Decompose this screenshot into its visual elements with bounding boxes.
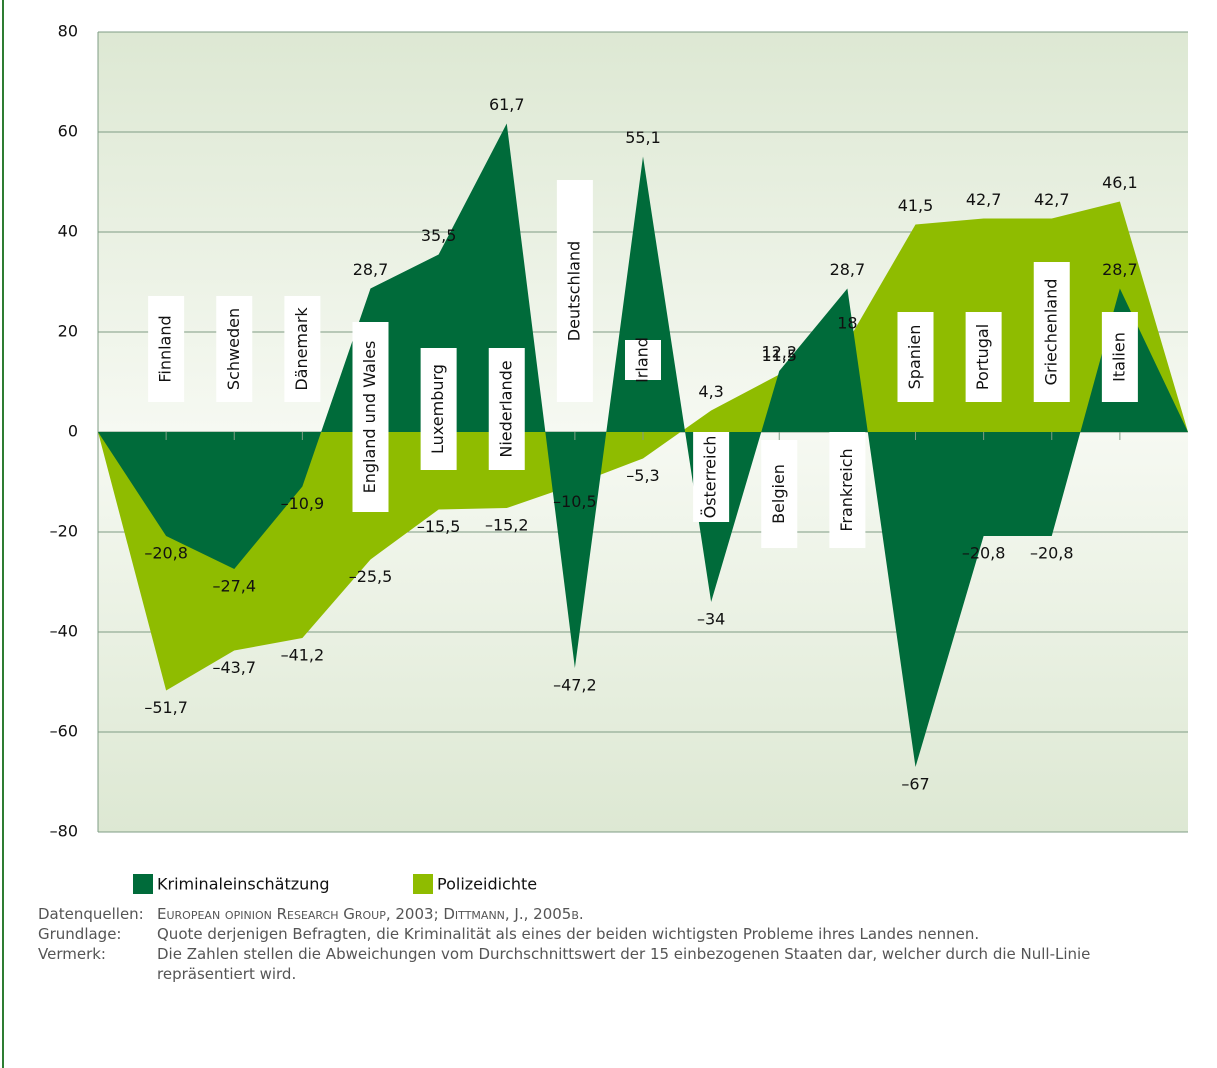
label-box [148,296,185,402]
data-label: –15,5 [417,517,461,536]
category-label: Österreich [701,436,720,519]
category-label: England und Wales [360,341,379,494]
data-label: –10,5 [553,492,597,511]
label-box [284,296,321,402]
y-tick-label: –80 [50,822,78,841]
category-label: Deutschland [564,241,583,341]
note-label: Vermerk: [38,945,106,963]
category-label: Dänemark [292,307,311,391]
data-label: –20,8 [1030,544,1074,563]
category-label: Irland [633,337,652,383]
note-label: Grundlage: [38,925,122,943]
note-text: European opinion Research Group, 2003; D… [157,905,584,923]
data-label: 42,7 [966,190,1002,209]
label-box [556,180,593,402]
category-label: Finnland [156,315,175,382]
data-label: 12,2 [761,343,797,362]
category-label: Portugal [973,324,992,390]
label-box [625,340,661,380]
label-box [897,312,934,402]
y-tick-label: 60 [58,122,78,141]
note-row: Datenquellen: European opinion Research G… [38,904,1207,924]
data-label: –51,7 [144,698,188,717]
legend-swatch [133,874,153,894]
note-text: Die Zahlen stellen die Abweichungen vom … [157,945,1091,983]
y-tick-label: 0 [68,422,78,441]
label-box [488,348,525,470]
data-label: 11,5 [761,346,797,365]
data-label: 28,7 [1102,260,1138,279]
category-label: Luxemburg [428,364,447,454]
y-tick-label: –60 [50,722,78,741]
y-tick-label: –20 [50,522,78,541]
category-label: Schweden [224,308,243,390]
label-box [1033,262,1070,402]
note-label: Datenquellen: [38,905,144,923]
data-label: 35,5 [421,226,457,245]
data-label: –34 [697,610,725,629]
data-label: 41,5 [898,196,934,215]
label-box [965,312,1002,402]
legend-swatch [413,874,433,894]
category-label: Frankreich [837,448,856,531]
note-row: Vermerk: Die Zahlen stellen die Abweichun… [38,944,1207,984]
note-row: Grundlage: Quote derjenigen Befragten, di… [38,924,1207,944]
category-label: Spanien [905,325,924,390]
data-label: 55,1 [625,128,661,147]
data-label: 28,7 [353,260,389,279]
area [98,123,1188,767]
label-box [1101,312,1138,402]
label-box [829,432,866,548]
data-label: –43,7 [212,658,256,677]
y-tick-label: –40 [50,622,78,641]
data-label: 18 [837,314,857,333]
data-label: –25,5 [349,567,393,586]
label-box [420,348,457,470]
chart: –80 –60 –40 –20 0 20 40 60 80 Finnland Schweden Dän… [50,22,1188,894]
data-label: –20,8 [962,544,1006,563]
note-text: Quote derjenigen Befragten, die Kriminal… [157,925,980,943]
category-label: Belgien [769,464,788,524]
data-label: –41,2 [281,646,325,665]
data-label: 42,7 [1034,190,1070,209]
data-label: –67 [901,775,929,794]
label-box [352,322,389,512]
category-label: Niederlande [496,360,515,457]
y-tick-label: 20 [58,322,78,341]
data-label: 4,3 [698,382,723,401]
y-tick-label: 40 [58,222,78,241]
data-label: –47,2 [553,676,597,695]
category-label: Italien [1109,332,1128,382]
data-label: 46,1 [1102,173,1138,192]
notes: Datenquellen: European opinion Research G… [38,904,1207,984]
label-box [216,296,253,402]
legend-label: Polizeidichte [437,875,537,894]
category-label: Griechenland [1041,279,1060,386]
data-label: 28,7 [830,260,866,279]
border [2,0,4,1068]
data-label: –27,4 [212,577,256,596]
data-label: –5,3 [626,466,659,485]
legend-label: Kriminaleinschätzung [157,875,330,894]
label-box [761,440,798,548]
y-tick-label: 80 [58,22,78,41]
data-label: 61,7 [489,95,525,114]
data-label: –15,2 [485,516,529,535]
label-box [693,432,730,522]
data-label: –20,8 [144,544,188,563]
data-label: –10,9 [281,494,325,513]
